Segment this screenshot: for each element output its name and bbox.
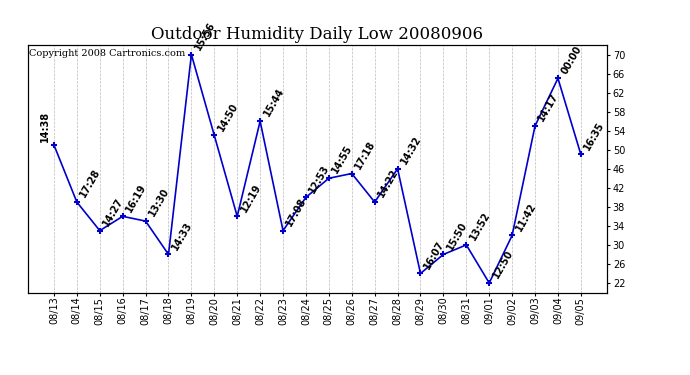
Text: 17:18: 17:18 — [353, 139, 377, 171]
Text: 12:53: 12:53 — [307, 163, 331, 195]
Text: 12:50: 12:50 — [491, 248, 515, 280]
Text: 14:22: 14:22 — [376, 168, 400, 199]
Text: 16:07: 16:07 — [422, 239, 446, 271]
Text: 14:55: 14:55 — [331, 144, 355, 176]
Text: 16:35: 16:35 — [582, 120, 607, 152]
Text: 14:27: 14:27 — [101, 196, 126, 228]
Text: 15:44: 15:44 — [262, 87, 286, 118]
Text: 15:50: 15:50 — [445, 220, 469, 252]
Text: 11:42: 11:42 — [513, 201, 538, 232]
Text: 00:00: 00:00 — [560, 44, 584, 75]
Text: 14:17: 14:17 — [536, 91, 560, 123]
Text: 14:50: 14:50 — [216, 101, 240, 133]
Title: Outdoor Humidity Daily Low 20080906: Outdoor Humidity Daily Low 20080906 — [151, 27, 484, 44]
Text: 16:19: 16:19 — [124, 182, 148, 214]
Text: 12:19: 12:19 — [239, 182, 263, 214]
Text: 17:08: 17:08 — [284, 196, 308, 228]
Text: 15:56: 15:56 — [193, 20, 217, 52]
Text: 14:33: 14:33 — [170, 220, 194, 252]
Text: 14:32: 14:32 — [399, 134, 423, 166]
Text: 14:38: 14:38 — [40, 111, 50, 142]
Text: 17:28: 17:28 — [78, 167, 103, 199]
Text: Copyright 2008 Cartronics.com: Copyright 2008 Cartronics.com — [29, 49, 185, 58]
Text: 13:30: 13:30 — [147, 186, 171, 218]
Text: 13:52: 13:52 — [468, 210, 492, 242]
